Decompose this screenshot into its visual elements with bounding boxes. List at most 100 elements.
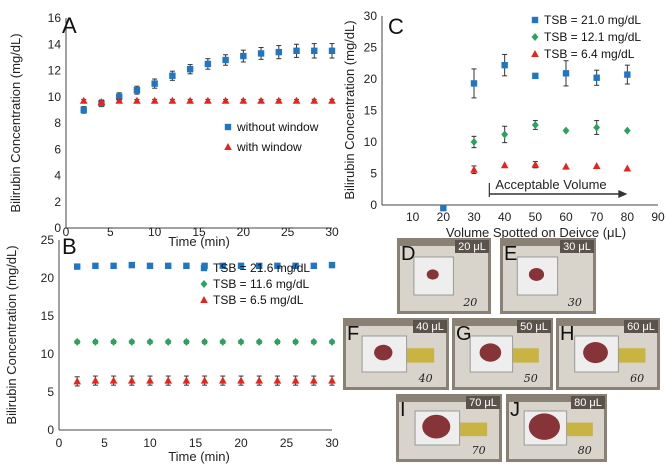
data-point: [200, 296, 208, 303]
y-tick-label: 5: [370, 167, 377, 181]
photo-letter: J: [510, 399, 520, 421]
data-point: [255, 376, 263, 384]
series-2: [470, 160, 632, 174]
data-point: [204, 96, 212, 104]
volume-label: 30 μL: [563, 241, 591, 253]
data-point: [200, 264, 208, 272]
data-point: [128, 261, 135, 269]
data-point: [310, 96, 319, 104]
data-point: [500, 161, 509, 169]
data-point: [97, 98, 106, 105]
reagent-strip: [616, 348, 646, 363]
volume-label: 40 μL: [416, 321, 444, 333]
data-point: [73, 337, 81, 346]
handwritten-volume: 30: [568, 296, 582, 309]
chart-panel-A: 0 2 4 6 8 10 12 14 16 0 5 10 15 20 25 30 Time (min) Bilir…: [8, 11, 339, 249]
data-point: [310, 262, 317, 270]
data-point: [224, 143, 232, 150]
x-tick-label: 25: [280, 436, 294, 450]
y-tick-label: 30: [364, 9, 378, 23]
data-point: [200, 376, 209, 384]
x-tick-label: 40: [498, 210, 512, 224]
device-body: [413, 256, 454, 296]
data-point: [224, 123, 232, 131]
chart-panel-C: 0 5 10 15 20 25 30 10 20 30 40 50 60 70 80 90 Volume Spo…: [342, 9, 665, 240]
data-point: [624, 71, 631, 78]
data-point: [240, 52, 247, 60]
data-point: [328, 96, 336, 104]
data-point: [291, 376, 300, 384]
annotation-arrowhead: [618, 190, 628, 198]
data-point: [239, 96, 248, 104]
volume-label: 60 μL: [627, 321, 655, 333]
y-tick-label: 10: [364, 135, 378, 149]
y-axis-label: Bilirubin Concentration (mg/dL): [342, 20, 357, 199]
y-tick-label: 10: [48, 90, 62, 104]
data-point: [292, 96, 301, 104]
x-tick-label: 20: [437, 210, 451, 224]
photo-letter: I: [400, 399, 406, 421]
legend-entry: without window: [224, 120, 319, 134]
legend-label: with window: [236, 140, 302, 154]
data-point: [219, 337, 227, 346]
y-tick-label: 25: [41, 233, 55, 247]
y-tick-label: 14: [48, 37, 62, 51]
photo-panel-J: 80 μL J 80: [506, 394, 607, 462]
data-point: [562, 70, 570, 77]
data-point: [183, 337, 190, 346]
y-tick-label: 4: [54, 169, 61, 183]
data-point: [74, 263, 81, 270]
data-point: [532, 72, 539, 80]
data-point: [169, 72, 176, 79]
blood-spot: [374, 344, 393, 361]
x-axis-label: Volume Spotted on Deivce (μL): [446, 225, 626, 240]
data-point: [593, 74, 600, 81]
data-point: [128, 376, 136, 384]
legend-entry: with window: [224, 140, 302, 154]
chart-panel-B: 0 5 10 15 20 25 0 5 10 15 20 25 30 Time (min) Bilirubi…: [4, 233, 339, 464]
data-point: [274, 262, 281, 270]
data-point: [501, 61, 508, 69]
reagent-strip: [564, 422, 593, 437]
photo-letter: H: [560, 323, 574, 345]
data-point: [531, 120, 539, 129]
data-point: [186, 96, 194, 104]
panel-letter: C: [388, 14, 404, 39]
photo-panel-F: 40 μL F 40: [343, 318, 449, 390]
y-tick-label: 25: [364, 41, 378, 55]
y-tick-label: 2: [54, 195, 61, 209]
legend-label: without window: [236, 120, 319, 134]
series-2: [73, 375, 336, 387]
data-point: [133, 96, 141, 104]
legend-label: TSB = 12.1 mg/dL: [544, 30, 641, 44]
data-point: [168, 96, 177, 104]
data-point: [255, 337, 263, 346]
handwritten-volume: 70: [472, 444, 486, 457]
legend-entry: TSB = 21.0 mg/dL: [531, 13, 641, 27]
photo-panel-G: 50 μL G 50: [452, 318, 553, 390]
x-tick-label: 15: [192, 225, 206, 239]
x-tick-label: 10: [148, 225, 162, 239]
handwritten-volume: 40: [418, 372, 433, 385]
data-point: [592, 161, 601, 169]
data-point: [164, 376, 172, 384]
data-point: [146, 262, 154, 270]
data-point: [623, 126, 631, 135]
volume-label: 70 μL: [469, 397, 497, 409]
legend-label: TSB = 11.6 mg/dL: [213, 277, 309, 291]
data-point: [531, 16, 539, 24]
legend-label: TSB = 6.5 mg/dL: [213, 293, 304, 307]
volume-label-bg: [571, 396, 605, 409]
data-point: [164, 337, 172, 346]
y-tick-label: 20: [364, 72, 378, 86]
photo-letter: F: [347, 323, 359, 345]
data-point: [92, 337, 99, 346]
data-point: [292, 262, 299, 270]
y-tick-label: 16: [48, 11, 62, 25]
data-point: [92, 262, 99, 270]
legend-entry: TSB = 11.6 mg/dL: [200, 277, 309, 291]
device-body: [574, 335, 619, 373]
handwritten-volume: 60: [630, 372, 644, 385]
x-tick-label: 20: [234, 436, 248, 450]
